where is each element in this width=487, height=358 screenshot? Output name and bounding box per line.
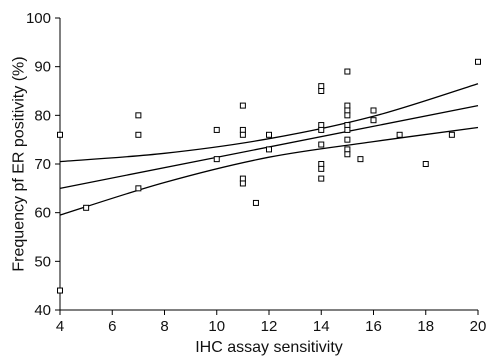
data-point	[344, 136, 351, 143]
data-point	[318, 165, 325, 172]
axes	[59, 18, 478, 311]
data-point	[318, 83, 325, 90]
y-axis-ticks: 40 50 60 70 80 90 100	[26, 10, 60, 319]
data-point	[422, 161, 429, 167]
y-tick-label: 70	[34, 156, 51, 173]
y-tick-label: 100	[26, 10, 51, 27]
data-point	[318, 161, 325, 167]
data-point	[266, 131, 272, 138]
data-point	[370, 107, 377, 114]
x-tick-label: 8	[160, 318, 168, 335]
data-point	[135, 112, 142, 119]
data-point	[239, 102, 246, 109]
data-point	[344, 126, 351, 133]
data-point	[448, 131, 455, 138]
data-point	[396, 131, 403, 138]
data-point	[213, 156, 220, 163]
data-point	[239, 131, 246, 138]
y-tick-label: 80	[34, 107, 51, 124]
x-tick-label: 4	[56, 318, 64, 335]
data-point	[318, 122, 325, 129]
data-point	[57, 131, 63, 138]
y-axis-title: Frequency pf ER positivity (%)	[11, 56, 28, 271]
data-point	[318, 141, 325, 148]
data-point	[344, 151, 351, 158]
data-point	[135, 185, 142, 192]
x-tick-label: 20	[470, 318, 487, 335]
x-tick-label: 12	[261, 318, 278, 335]
data-point	[475, 58, 481, 65]
y-tick-label: 60	[34, 205, 51, 222]
data-point	[318, 175, 325, 182]
data-point	[57, 287, 63, 294]
data-point	[344, 102, 351, 109]
x-axis-title: IHC assay sensitivity	[195, 339, 343, 356]
data-point	[252, 199, 259, 206]
data-point	[357, 156, 364, 163]
data-point	[83, 204, 90, 211]
lower-confidence-line	[59, 126, 479, 216]
y-tick-label: 90	[34, 59, 51, 76]
data-points	[57, 58, 481, 294]
data-point	[318, 88, 325, 94]
data-point	[344, 146, 351, 153]
data-point	[266, 146, 272, 153]
y-tick-label: 40	[34, 302, 51, 319]
data-point	[135, 131, 142, 138]
x-tick-label: 10	[208, 318, 225, 335]
data-point	[344, 68, 351, 75]
x-tick-label: 18	[417, 318, 434, 335]
data-point	[344, 107, 351, 114]
x-axis-ticks: 4 6 8 10 12 14 16 18 20	[56, 310, 487, 335]
data-point	[370, 117, 377, 124]
x-tick-label: 16	[365, 318, 382, 335]
y-tick-label: 50	[34, 253, 51, 270]
data-point	[318, 126, 325, 133]
upper-confidence-line	[59, 83, 479, 163]
data-point	[344, 122, 351, 129]
data-point	[239, 180, 246, 187]
data-point	[239, 175, 246, 182]
data-point	[344, 112, 351, 119]
data-point	[213, 126, 220, 133]
x-tick-label: 14	[313, 318, 330, 335]
data-point	[239, 126, 246, 133]
x-tick-label: 6	[108, 318, 116, 335]
